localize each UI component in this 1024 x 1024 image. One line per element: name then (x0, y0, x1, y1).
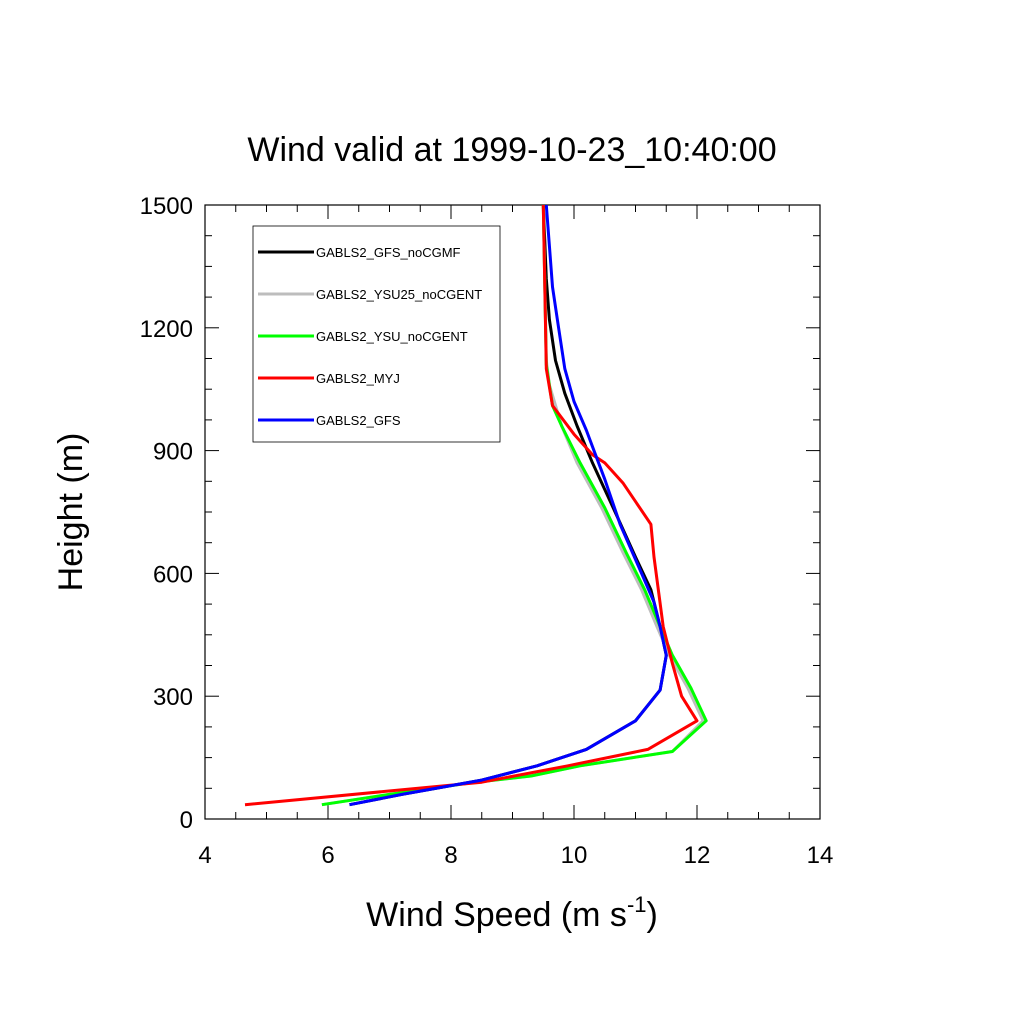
x-tick-label: 4 (198, 842, 211, 869)
legend-entry-label: GABLS2_YSU25_noCGENT (316, 287, 482, 302)
x-tick-label: 8 (444, 842, 457, 869)
x-axis-label-close: ) (647, 896, 658, 934)
x-tick-label: 12 (684, 842, 711, 869)
legend-entry-label: GABLS2_GFS (316, 413, 401, 428)
series-line-gabls2-gfs (349, 204, 668, 807)
x-tick-label: 14 (807, 842, 834, 869)
chart-title: Wind valid at 1999-10-23_10:40:00 (247, 131, 776, 169)
x-axis-label-text: Wind Speed (m s (366, 896, 627, 934)
legend-entry-label: GABLS2_YSU_noCGENT (316, 329, 468, 344)
legend-entry-label: GABLS2_GFS_noCGMF (316, 245, 461, 260)
y-tick-label: 300 (153, 684, 193, 711)
x-axis-label-superscript: -1 (627, 892, 647, 917)
legend-entry-label: GABLS2_MYJ (316, 371, 400, 386)
y-tick-label: 1200 (140, 316, 193, 343)
y-axis-label: Height (m) (52, 433, 90, 592)
y-tick-label: 1500 (140, 193, 193, 220)
legend: GABLS2_GFS_noCGMF GABLS2_YSU25_noCGENT GAB… (252, 225, 501, 443)
series-line-gabls2-myj (244, 204, 699, 807)
x-axis-label: Wind Speed (m s-1) (366, 892, 658, 934)
y-tick-label: 600 (153, 561, 193, 588)
x-tick-label: 6 (321, 842, 334, 869)
y-tick-label: 900 (153, 439, 193, 466)
y-tick-label: 0 (180, 807, 193, 834)
legend-box (252, 225, 501, 443)
x-tick-label: 10 (561, 842, 588, 869)
